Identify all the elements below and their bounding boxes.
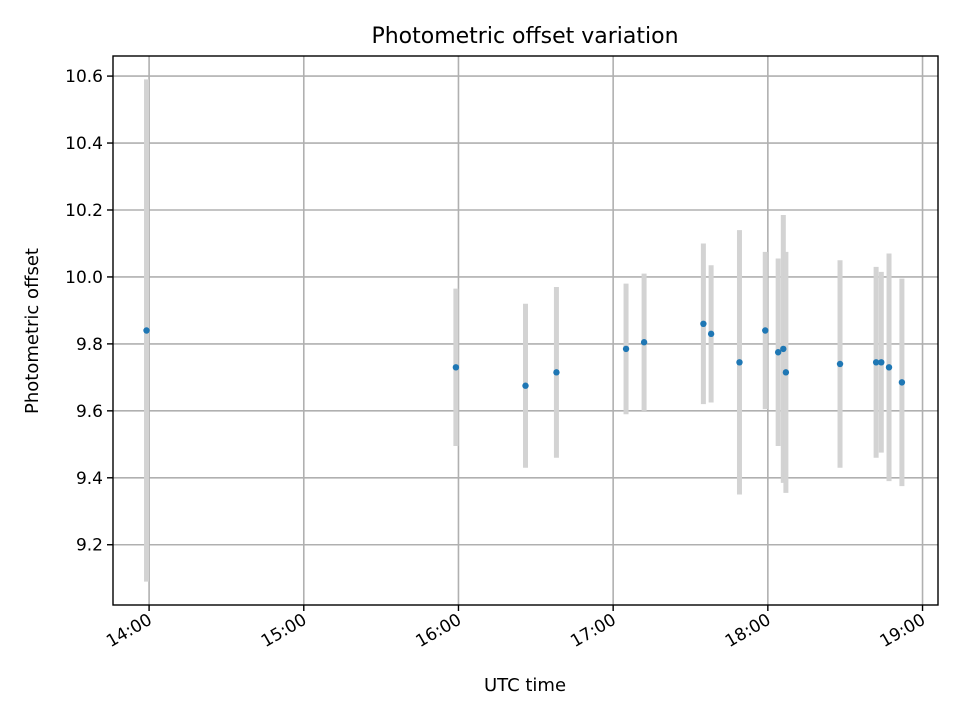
data-point <box>774 349 782 356</box>
y-tick-label: 10.6 <box>65 67 103 87</box>
y-tick-label: 9.2 <box>76 536 103 556</box>
data-point <box>836 360 844 368</box>
y-tick-label: 9.8 <box>76 335 103 355</box>
data-point-layer <box>143 320 906 389</box>
data-point <box>762 327 769 334</box>
y-tick-label: 9.4 <box>76 469 103 489</box>
y-tick-label: 9.6 <box>76 402 103 422</box>
y-axis-label: Photometric offset <box>22 248 43 414</box>
data-point <box>782 369 790 376</box>
data-point <box>872 359 880 366</box>
data-point <box>640 339 648 346</box>
data-point <box>143 327 150 334</box>
data-point <box>780 345 787 353</box>
data-point <box>707 330 715 338</box>
data-point <box>885 364 893 371</box>
data-point <box>700 320 707 328</box>
x-axis-label: UTC time <box>484 675 566 696</box>
y-tick-label: 10.4 <box>65 134 103 154</box>
plot-frame <box>112 55 939 606</box>
data-point <box>878 359 885 366</box>
y-tick-label: 10.2 <box>65 201 103 221</box>
chart-title: Photometric offset variation <box>371 24 678 49</box>
data-point <box>736 359 743 366</box>
y-tick-label: 10.0 <box>65 268 103 288</box>
data-point <box>553 369 560 376</box>
data-point <box>522 382 529 389</box>
data-point <box>622 345 630 353</box>
data-point <box>898 379 906 386</box>
data-point <box>452 364 460 371</box>
